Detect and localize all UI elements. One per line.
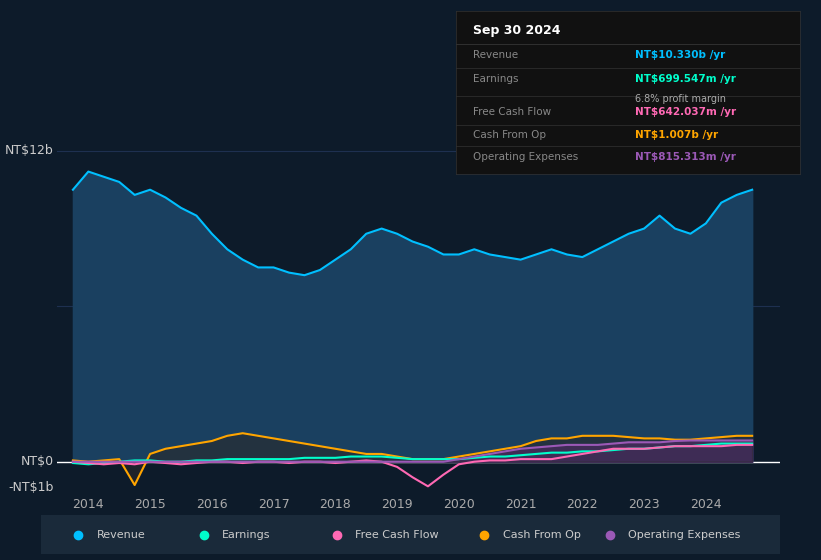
Text: NT$815.313m /yr: NT$815.313m /yr bbox=[635, 152, 736, 162]
Text: Earnings: Earnings bbox=[473, 74, 518, 85]
Text: Sep 30 2024: Sep 30 2024 bbox=[473, 24, 561, 37]
Text: Revenue: Revenue bbox=[97, 530, 145, 540]
Text: Cash From Op: Cash From Op bbox=[473, 129, 546, 139]
Text: NT$0: NT$0 bbox=[21, 455, 54, 468]
Text: NT$1.007b /yr: NT$1.007b /yr bbox=[635, 129, 718, 139]
Text: -NT$1b: -NT$1b bbox=[8, 481, 54, 494]
Text: NT$12b: NT$12b bbox=[5, 144, 54, 157]
Text: Operating Expenses: Operating Expenses bbox=[473, 152, 578, 162]
Text: Revenue: Revenue bbox=[473, 50, 518, 60]
Text: NT$10.330b /yr: NT$10.330b /yr bbox=[635, 50, 725, 60]
Text: Free Cash Flow: Free Cash Flow bbox=[473, 107, 551, 117]
Text: Operating Expenses: Operating Expenses bbox=[629, 530, 741, 540]
Text: Free Cash Flow: Free Cash Flow bbox=[355, 530, 438, 540]
Text: Earnings: Earnings bbox=[222, 530, 271, 540]
Text: 6.8% profit margin: 6.8% profit margin bbox=[635, 94, 726, 104]
Text: NT$642.037m /yr: NT$642.037m /yr bbox=[635, 107, 736, 117]
Text: NT$699.547m /yr: NT$699.547m /yr bbox=[635, 74, 736, 85]
Text: Cash From Op: Cash From Op bbox=[502, 530, 580, 540]
